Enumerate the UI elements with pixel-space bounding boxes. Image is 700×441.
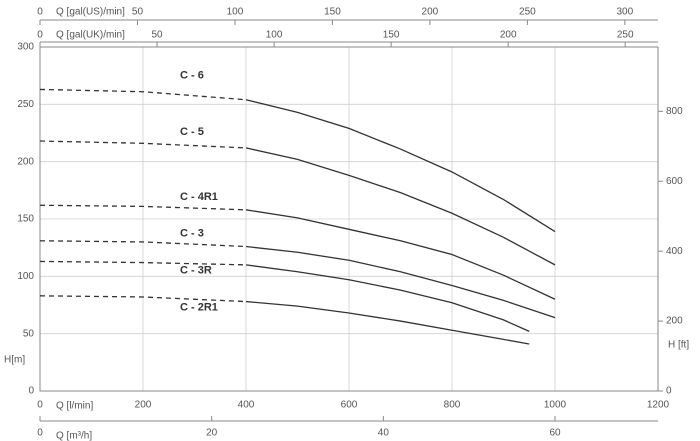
x-tick-label: 0 bbox=[37, 400, 43, 411]
y-tick-label: 150 bbox=[17, 214, 34, 225]
curve bbox=[245, 147, 556, 266]
series-label: C - 5 bbox=[180, 126, 204, 138]
curve bbox=[245, 300, 530, 345]
x-tick-label: 1000 bbox=[544, 400, 567, 411]
x-tick-label: 1200 bbox=[647, 400, 670, 411]
series-label: C - 4R1 bbox=[180, 191, 218, 203]
tick-label: 50 bbox=[132, 7, 144, 18]
x-axis-label: Q [l/min] bbox=[56, 401, 93, 412]
tick-label: 200 bbox=[422, 7, 439, 18]
tick-label: 40 bbox=[378, 428, 390, 439]
x-tick-label: 400 bbox=[238, 400, 255, 411]
y-tick-label: 250 bbox=[17, 99, 34, 110]
curve-dashed bbox=[39, 260, 247, 266]
curve-dashed bbox=[39, 240, 247, 248]
curve-dashed bbox=[39, 88, 247, 101]
tick-label: 0 bbox=[37, 428, 43, 439]
x-tick-label: 800 bbox=[444, 400, 461, 411]
tick-label: 60 bbox=[549, 428, 561, 439]
curve bbox=[245, 245, 556, 319]
axis-label: Q [gal(US)/min] bbox=[56, 7, 125, 18]
y-tick-label: 50 bbox=[23, 328, 35, 339]
plot-frame bbox=[39, 46, 659, 392]
y2-tick-label: 200 bbox=[666, 316, 683, 327]
series-label: C - 3R bbox=[180, 264, 212, 276]
tick-label: 300 bbox=[617, 7, 634, 18]
tick-label: 0 bbox=[37, 30, 43, 41]
tick-label: 100 bbox=[227, 7, 244, 18]
y-tick-label: 200 bbox=[17, 156, 34, 167]
y-tick-label: 100 bbox=[17, 271, 34, 282]
axis-label: Q [gal(UK)/min] bbox=[56, 30, 125, 41]
tick-label: 150 bbox=[383, 30, 400, 41]
curve-dashed bbox=[39, 140, 247, 149]
y2-tick-label: 0 bbox=[666, 386, 672, 397]
y2-tick-label: 400 bbox=[666, 246, 683, 257]
y-axis-label: H[m] bbox=[4, 355, 25, 366]
y-tick-label: 300 bbox=[17, 42, 34, 53]
tick-label: 250 bbox=[617, 30, 634, 41]
curve bbox=[245, 99, 556, 233]
tick-label: 100 bbox=[266, 30, 283, 41]
series-label: C - 6 bbox=[180, 69, 204, 81]
y2-tick-label: 600 bbox=[666, 176, 683, 187]
x-tick-label: 200 bbox=[135, 400, 152, 411]
series-label: C - 2R1 bbox=[180, 302, 218, 314]
x-tick-label: 600 bbox=[341, 400, 358, 411]
curve bbox=[245, 209, 556, 300]
tick-label: 250 bbox=[519, 7, 536, 18]
tick-label: 50 bbox=[151, 30, 163, 41]
tick-label: 0 bbox=[37, 7, 43, 18]
curve-dashed bbox=[39, 204, 247, 211]
axis-label: Q [m³/h] bbox=[56, 431, 92, 441]
y-tick-label: 0 bbox=[28, 386, 34, 397]
tick-label: 150 bbox=[324, 7, 341, 18]
y2-tick-label: 800 bbox=[666, 106, 683, 117]
y2-axis-label: H [ft] bbox=[668, 340, 689, 351]
curve bbox=[245, 264, 530, 332]
series-label: C - 3 bbox=[180, 228, 204, 240]
curve-dashed bbox=[39, 295, 247, 303]
tick-label: 200 bbox=[500, 30, 517, 41]
tick-label: 20 bbox=[206, 428, 218, 439]
